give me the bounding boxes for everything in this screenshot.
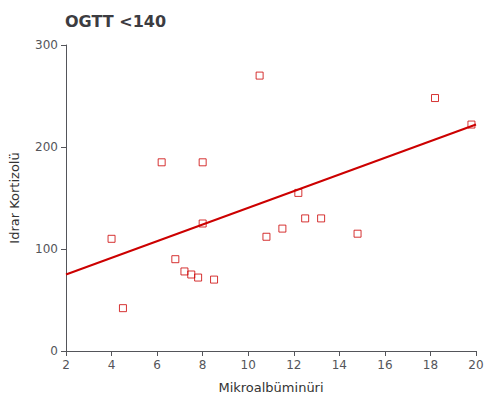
svg-text:OGTT <140: OGTT <140 — [65, 12, 166, 31]
svg-text:2: 2 — [62, 358, 70, 372]
svg-text:18: 18 — [423, 358, 438, 372]
svg-text:10: 10 — [241, 358, 256, 372]
svg-text:16: 16 — [377, 358, 392, 372]
svg-text:6: 6 — [153, 358, 161, 372]
svg-text:200: 200 — [35, 140, 58, 154]
svg-text:8: 8 — [199, 358, 207, 372]
svg-text:14: 14 — [332, 358, 347, 372]
svg-text:100: 100 — [35, 242, 58, 256]
svg-text:Idrar Kortizolü: Idrar Kortizolü — [7, 152, 22, 243]
svg-text:300: 300 — [35, 38, 58, 52]
svg-text:12: 12 — [286, 358, 301, 372]
svg-text:0: 0 — [50, 344, 58, 358]
svg-text:4: 4 — [108, 358, 116, 372]
svg-text:20: 20 — [468, 358, 483, 372]
svg-text:Mikroalbüminüri: Mikroalbüminüri — [218, 380, 323, 395]
